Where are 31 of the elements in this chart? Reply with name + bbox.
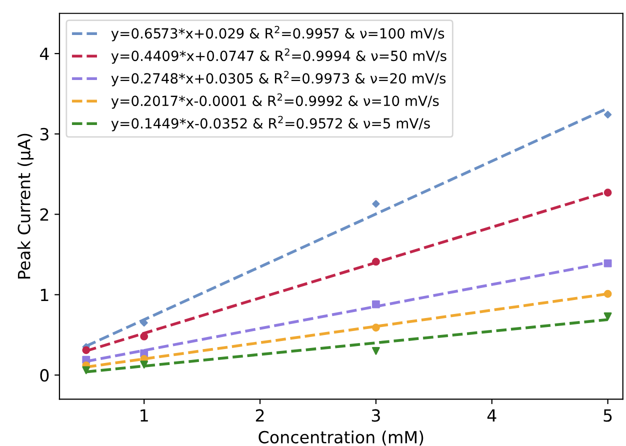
x-tick-label: 3	[372, 409, 380, 422]
point	[82, 366, 90, 374]
point	[604, 188, 612, 197]
x-tick-label: 1	[140, 409, 148, 422]
y-tick-label: 2	[40, 208, 48, 221]
legend-label: y=0.2017*x-0.0001 & R$^{2}$=0.9992 & ν=10 mV/s	[111, 93, 439, 109]
legend-label: y=0.2748*x+0.0305 & R$^{2}$=0.9973 & ν=20 mV/s	[111, 70, 446, 86]
legend-label: y=0.1449*x-0.0352 & R$^{2}$=0.9572 & ν=5 mV/s	[111, 116, 430, 132]
x-tick-label: 2	[256, 409, 264, 422]
point	[604, 290, 612, 298]
point	[604, 259, 612, 268]
point	[372, 324, 380, 332]
point	[372, 200, 380, 208]
y-tick-label: 3	[40, 128, 48, 141]
point	[372, 300, 380, 308]
point	[372, 258, 380, 266]
legend-label: y=0.6573*x+0.029 & R$^{2}$=0.9957 & ν=100 mV/s	[111, 26, 444, 42]
y-tick-label: 4	[40, 48, 49, 60]
y-tick-label: 1	[40, 288, 48, 302]
legend-label: y=0.4409*x+0.0747 & R$^{2}$=0.9994 & ν=50 mV/s	[111, 48, 446, 64]
point	[604, 312, 612, 320]
x-tick-label: 4	[487, 409, 496, 422]
point	[140, 332, 148, 340]
x-tick-label: 5	[604, 409, 612, 422]
y-axis-title: Peak Current (μA)	[17, 134, 34, 279]
point	[82, 346, 90, 354]
point	[372, 346, 380, 355]
x-axis-title: Concentration (mM)	[258, 430, 424, 446]
y-tick-label: 0	[40, 369, 49, 382]
point	[604, 110, 612, 118]
point	[140, 360, 148, 369]
